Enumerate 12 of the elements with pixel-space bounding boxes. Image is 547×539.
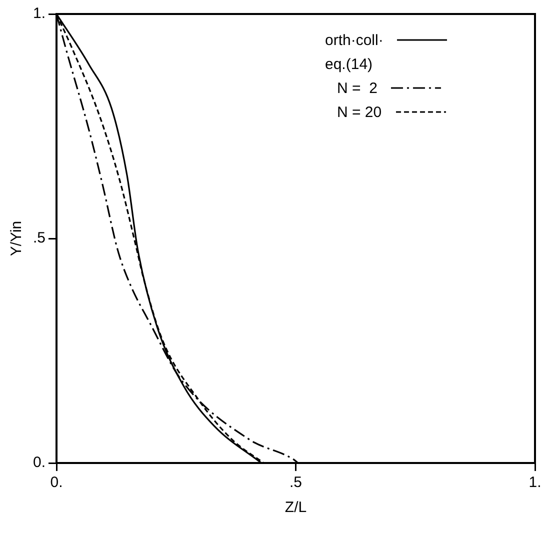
- y-tick-label: 1.: [32, 5, 46, 22]
- x-axis-title: Z/L: [284, 499, 307, 516]
- legend-label: orth·coll·: [325, 32, 384, 48]
- y-tick-label: .5: [32, 230, 46, 247]
- y-tick-label: 0.: [32, 454, 46, 472]
- x-tick-label: 0.: [50, 474, 63, 492]
- y-axis-title: Y/Yin: [8, 220, 26, 256]
- x-tick-label: 1.: [528, 474, 542, 492]
- annotation: eq.(14): [325, 56, 373, 72]
- legend-label: N = 2: [337, 80, 378, 96]
- legend-label: N = 20: [337, 104, 382, 120]
- x-tick-label: .5: [289, 474, 302, 492]
